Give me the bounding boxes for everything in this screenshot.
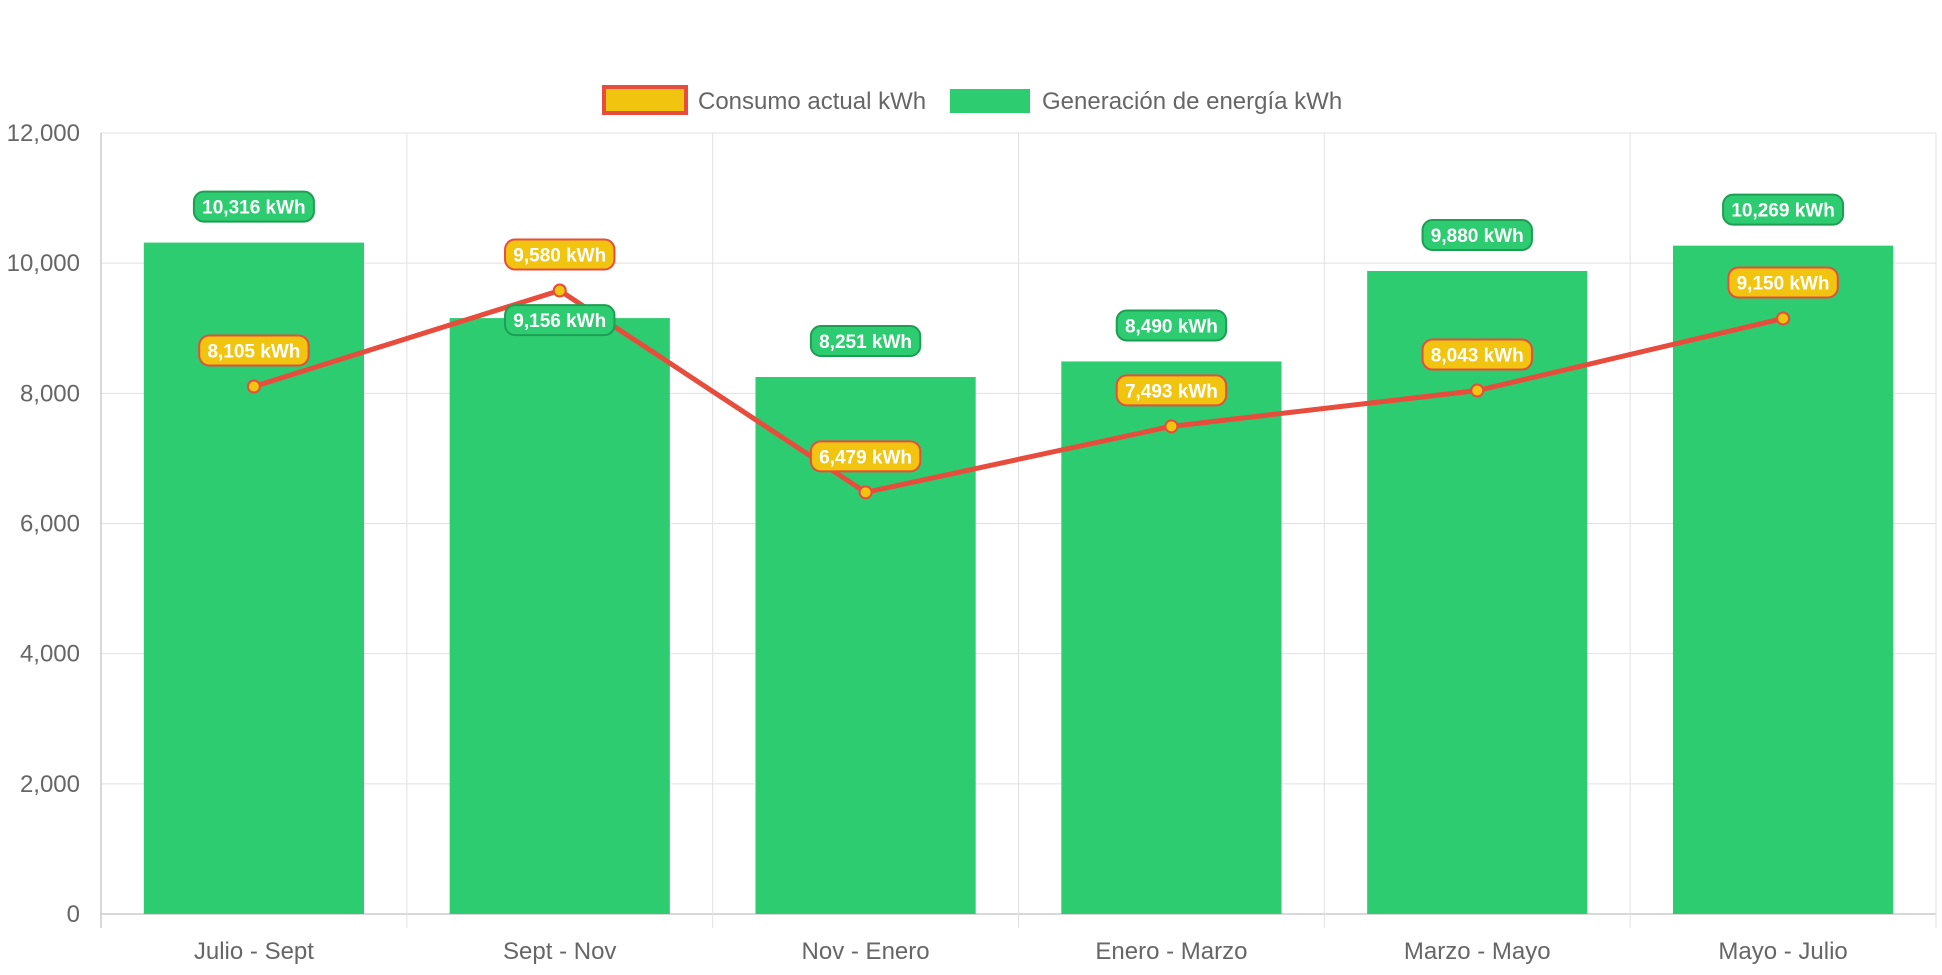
line-data-label-bg [1421,338,1533,371]
bar[interactable] [1367,270,1588,914]
bar-data-label: 8,490 kWh [1125,316,1218,337]
x-tick-label: Marzo - Mayo [1404,938,1551,965]
line-data-label-bg [1115,374,1228,407]
y-tick-label: 0 [67,901,80,928]
bar-data-label-bg [1722,193,1845,226]
line-data-label: 7,493 kWh [1125,381,1218,402]
bar-series [143,242,1894,915]
bar[interactable] [1061,361,1282,914]
data-labels: 10,316 kWh 9,156 kWh 8,251 kWh 8,490 kWh 9,8… [192,190,1845,473]
bar[interactable] [449,318,670,914]
y-tick-label: 8,000 [20,380,80,407]
y-tick-label: 12,000 [7,120,80,147]
bar-data-label-bg [192,190,315,223]
legend-swatch-consumo[interactable] [602,85,688,115]
line-data-label: 6,479 kWh [819,447,912,468]
line-point[interactable] [1164,419,1179,434]
bar-data-label: 9,880 kWh [1431,226,1524,247]
bar-data-label: 10,316 kWh [202,198,306,219]
bar-data-label-bg [504,304,616,337]
line-data-label-bg [1727,266,1839,299]
bar-data-label-bg [809,324,922,357]
axes: 0 2,000 4,000 6,000 8,000 10,000 12,000 Julio -… [7,120,1848,965]
bar-data-label-bg [1115,309,1228,342]
bar-data-label: 10,269 kWh [1731,201,1835,222]
x-tick-label: Mayo - Julio [1718,938,1847,965]
bar-data-label: 8,251 kWh [819,332,912,353]
x-tick-label: Sept - Nov [503,938,616,965]
x-tick-label: Nov - Enero [802,938,930,965]
legend-swatch-generacion[interactable] [950,89,1030,113]
line-data-label-bg [504,238,616,271]
line-point[interactable] [246,379,261,394]
legend-label-consumo[interactable]: Consumo actual kWh [698,88,926,115]
line-point[interactable] [858,485,873,500]
x-tick-label: Enero - Marzo [1095,938,1247,965]
line-data-label: 8,043 kWh [1431,346,1524,367]
y-tick-label: 4,000 [20,641,80,668]
legend: Consumo actual kWh Generación de energía… [602,85,1342,115]
grid [100,132,1937,928]
y-tick-label: 6,000 [20,511,80,538]
line-data-label: 9,580 kWh [513,246,606,267]
bar-data-label: 9,156 kWh [513,311,606,332]
bar[interactable] [1672,245,1894,915]
line-data-label: 9,150 kWh [1737,273,1830,294]
line-data-label: 8,105 kWh [207,341,300,362]
line-data-label-bg [198,334,310,367]
bar-data-label-bg [1421,218,1533,251]
line-data-label-bg [809,440,922,473]
line-point[interactable] [552,283,567,298]
x-tick-label: Julio - Sept [194,938,314,965]
y-tick-label: 10,000 [7,250,80,277]
line-point[interactable] [1470,383,1485,398]
line-point[interactable] [1776,311,1791,326]
y-tick-label: 2,000 [20,771,80,798]
legend-label-generacion[interactable]: Generación de energía kWh [1042,88,1342,115]
